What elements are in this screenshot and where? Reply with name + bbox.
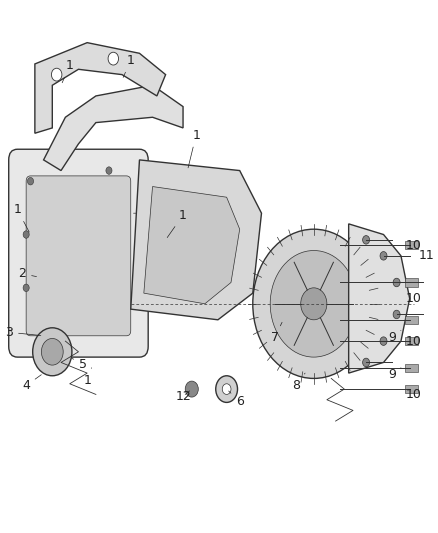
Circle shape bbox=[42, 338, 63, 365]
Circle shape bbox=[23, 231, 29, 238]
Text: 6: 6 bbox=[229, 391, 244, 408]
Circle shape bbox=[185, 381, 198, 397]
Circle shape bbox=[393, 278, 400, 287]
Polygon shape bbox=[44, 85, 183, 171]
Text: 5: 5 bbox=[72, 358, 87, 371]
Text: 9: 9 bbox=[388, 330, 401, 344]
Circle shape bbox=[33, 328, 72, 376]
Polygon shape bbox=[349, 224, 410, 373]
Text: 7: 7 bbox=[271, 322, 282, 344]
Text: 4: 4 bbox=[22, 375, 41, 392]
Circle shape bbox=[380, 252, 387, 260]
Polygon shape bbox=[131, 160, 261, 320]
Bar bbox=[405, 385, 418, 393]
Bar bbox=[405, 364, 418, 372]
Circle shape bbox=[216, 376, 237, 402]
FancyBboxPatch shape bbox=[26, 176, 131, 336]
Text: 10: 10 bbox=[405, 239, 421, 252]
Text: 10: 10 bbox=[405, 292, 421, 305]
Text: 1: 1 bbox=[14, 203, 29, 232]
Bar bbox=[405, 241, 418, 249]
Text: 12: 12 bbox=[175, 390, 191, 403]
Circle shape bbox=[301, 288, 327, 320]
Circle shape bbox=[28, 177, 34, 185]
Text: 1: 1 bbox=[123, 54, 135, 77]
Text: 9: 9 bbox=[388, 368, 401, 382]
Text: 1: 1 bbox=[83, 368, 92, 387]
Circle shape bbox=[363, 358, 370, 367]
Text: 1: 1 bbox=[188, 128, 200, 168]
Circle shape bbox=[380, 337, 387, 345]
Text: 11: 11 bbox=[418, 249, 434, 262]
Circle shape bbox=[393, 310, 400, 319]
Text: 10: 10 bbox=[405, 388, 421, 401]
Text: 1: 1 bbox=[167, 208, 187, 238]
Text: 1: 1 bbox=[62, 59, 74, 83]
Circle shape bbox=[270, 251, 357, 357]
Circle shape bbox=[253, 229, 375, 378]
Text: 2: 2 bbox=[18, 267, 36, 280]
Circle shape bbox=[222, 384, 231, 394]
Circle shape bbox=[23, 284, 29, 292]
FancyBboxPatch shape bbox=[9, 149, 148, 357]
Polygon shape bbox=[35, 43, 166, 133]
Circle shape bbox=[108, 52, 119, 65]
Circle shape bbox=[106, 167, 112, 174]
Bar bbox=[405, 278, 418, 287]
Text: 10: 10 bbox=[405, 335, 421, 348]
Circle shape bbox=[363, 236, 370, 244]
Bar bbox=[405, 316, 418, 324]
Text: 8: 8 bbox=[292, 373, 305, 392]
Text: 3: 3 bbox=[5, 326, 41, 339]
Bar bbox=[405, 337, 418, 345]
Polygon shape bbox=[144, 187, 240, 304]
Circle shape bbox=[51, 68, 62, 81]
